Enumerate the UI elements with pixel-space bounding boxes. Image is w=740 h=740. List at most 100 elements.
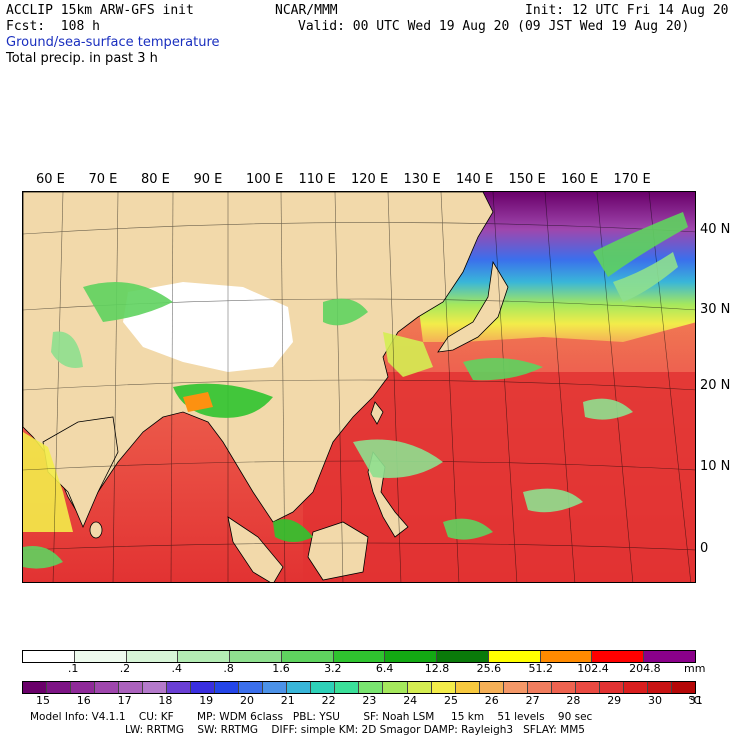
- longitude-label: 140 E: [456, 172, 494, 187]
- model-info-line: Model Info: V4.1.1 CU: KF MP: WDM 6class…: [30, 711, 593, 723]
- temperature-tick: 17: [117, 694, 132, 707]
- precip-tick: 12.8: [424, 662, 450, 675]
- init-time: Init: 12 UTC Fri 14 Aug 20: [525, 3, 729, 18]
- colorbar-swatch: [215, 682, 240, 693]
- temperature-tick: 21: [280, 694, 295, 707]
- colorbar-swatch: [671, 682, 695, 693]
- colorbar-swatch: [455, 682, 480, 693]
- sri-lanka: [89, 521, 103, 539]
- colorbar-swatch: [575, 682, 600, 693]
- colorbar-swatch: [540, 651, 593, 662]
- longitude-label: 170 E: [613, 172, 651, 187]
- longitude-label: 80 E: [141, 172, 170, 187]
- colorbar-swatch: [599, 682, 624, 693]
- colorbar-swatch: [479, 682, 504, 693]
- temperature-tick: 19: [199, 694, 214, 707]
- temperature-tick: 29: [607, 694, 622, 707]
- precip-tick: .4: [171, 662, 183, 675]
- latitude-label: 40 N: [700, 222, 731, 237]
- precip-tick: .8: [223, 662, 234, 675]
- japan: [437, 260, 509, 353]
- temperature-tick: 15: [36, 694, 50, 707]
- colorbar-swatch: [383, 682, 408, 693]
- temperature-tick: 23: [362, 694, 377, 707]
- longitude-label: 100 E: [246, 172, 284, 187]
- longitude-label: 70 E: [88, 172, 118, 187]
- colorbar-swatch: [191, 682, 216, 693]
- colorbar-swatch: [95, 682, 120, 693]
- colorbar-swatch: [311, 682, 336, 693]
- longitude-label: 150 E: [508, 172, 546, 187]
- precip-tick: 6.4: [375, 662, 394, 675]
- latitude-label: 30 N: [700, 302, 731, 317]
- colorbar-swatch: [333, 651, 386, 662]
- longitude-label: 90 E: [193, 172, 223, 187]
- colorbar-swatch: [385, 651, 438, 662]
- colorbar-swatch: [74, 651, 127, 662]
- colorbar-swatch: [437, 651, 489, 662]
- colorbar-swatch: [281, 651, 334, 662]
- temperature-tick: 18: [158, 694, 173, 707]
- field-title-precip: Total precip. in past 3 h: [6, 51, 158, 66]
- valid-time: Valid: 00 UTC Wed 19 Aug 20 (09 JST Wed …: [298, 19, 690, 34]
- model-physics-line: LW: RRTMG SW: RRTMG DIFF: simple KM: 2D …: [125, 724, 585, 736]
- latitude-label: 10 N: [700, 459, 731, 474]
- colorbar-swatch: [335, 682, 360, 693]
- map-image: [23, 192, 695, 582]
- precip-tick: 1.6: [272, 662, 290, 675]
- colorbar-swatch: [178, 651, 231, 662]
- colorbar-swatch: [23, 651, 75, 662]
- colorbar-swatch: [71, 682, 96, 693]
- longitude-label: 160 E: [561, 172, 599, 187]
- colorbar-swatch: [167, 682, 192, 693]
- colorbar-swatch: [647, 682, 672, 693]
- latitude-label: 0: [700, 541, 709, 556]
- sumatra: [227, 516, 284, 582]
- precip-tick: 51.2: [528, 662, 553, 675]
- temperature-tick: 25: [444, 694, 458, 707]
- precip-tick: 3.2: [324, 662, 342, 675]
- colorbar-swatch: [644, 651, 695, 662]
- colorbar-swatch: [359, 682, 384, 693]
- temperature-colorbar: [22, 681, 696, 694]
- precip-tick: 25.6: [476, 662, 502, 675]
- colorbar-swatch: [47, 682, 72, 693]
- precip-unit: mm: [684, 662, 706, 675]
- precip-tick: 204.8: [629, 662, 661, 675]
- temperature-unit: °C: [688, 694, 702, 707]
- precip-tick: 102.4: [577, 662, 609, 675]
- colorbar-swatch: [431, 682, 456, 693]
- colorbar-swatch: [407, 682, 432, 693]
- longitude-label: 130 E: [403, 172, 441, 187]
- longitude-label: 110 E: [298, 172, 336, 187]
- colorbar-swatch: [503, 682, 528, 693]
- temperature-tick: 28: [566, 694, 581, 707]
- precip-tick: .2: [119, 662, 131, 675]
- borneo: [307, 521, 369, 581]
- map-panel: [22, 191, 696, 583]
- colorbar-swatch: [230, 651, 282, 662]
- temperature-tick: 24: [403, 694, 418, 707]
- colorbar-swatch: [592, 651, 645, 662]
- temperature-tick: 27: [525, 694, 540, 707]
- temperature-tick: 16: [76, 694, 91, 707]
- colorbar-swatch: [23, 682, 48, 693]
- taiwan: [370, 401, 384, 425]
- longitude-label: 120 E: [351, 172, 389, 187]
- colorbar-swatch: [287, 682, 312, 693]
- colorbar-swatch: [126, 651, 179, 662]
- precip-tick: .1: [67, 662, 79, 675]
- colorbar-swatch: [239, 682, 264, 693]
- temperature-tick: 22: [321, 694, 336, 707]
- colorbar-swatch: [488, 651, 541, 662]
- colorbar-swatch: [143, 682, 168, 693]
- org-label: NCAR/MMM: [275, 3, 338, 18]
- colorbar-swatch: [527, 682, 552, 693]
- temperature-tick: 31: [688, 694, 703, 707]
- temperature-tick: 20: [240, 694, 254, 707]
- precip-patches: [23, 212, 688, 569]
- temperature-tick: 26: [484, 694, 499, 707]
- longitude-label: 60 E: [36, 172, 65, 187]
- arabian-sea-sst: [23, 432, 73, 532]
- colorbar-swatch: [263, 682, 288, 693]
